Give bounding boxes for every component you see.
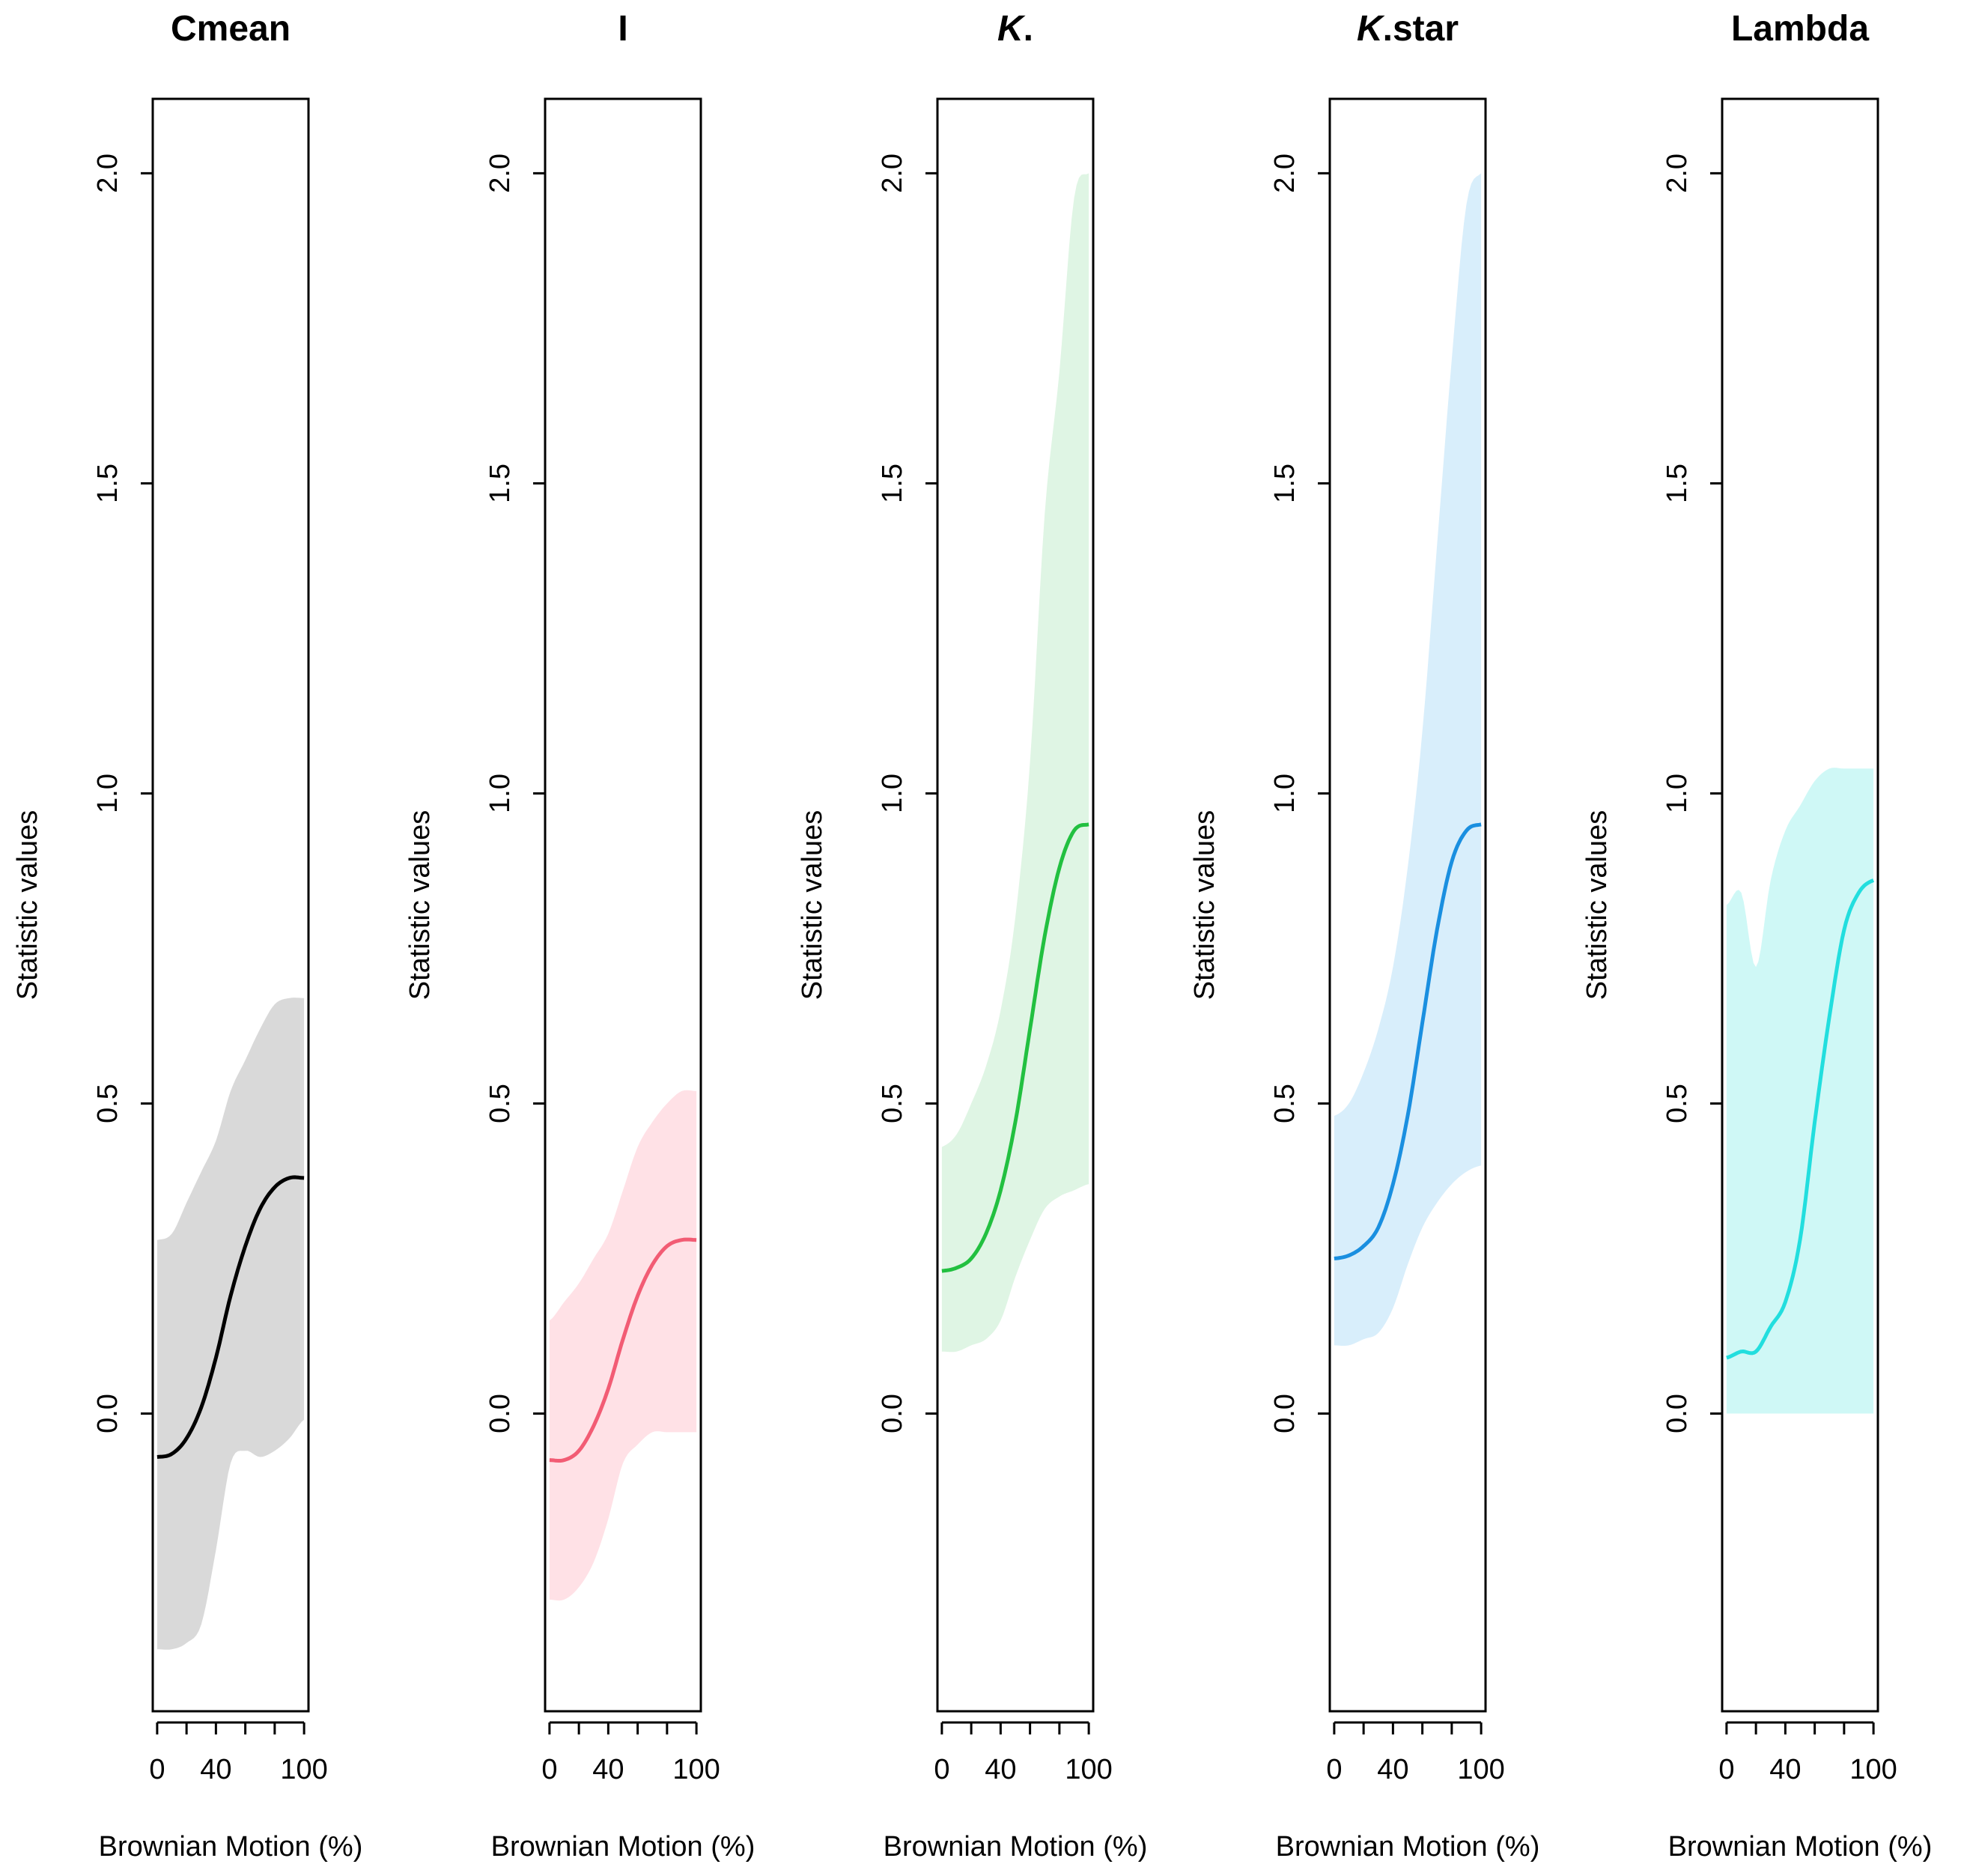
chart-panel-4: K.star 0.0 0.5 1.0 1.5 2.0 0 40 100 Brownian Moti…	[1189, 9, 1539, 1863]
x-tick-label: 0	[1718, 1754, 1734, 1785]
x-tick-label: 0	[1326, 1754, 1342, 1785]
mean-line	[1726, 878, 1875, 1360]
x-axis-label: Brownian Motion (%)	[491, 1831, 755, 1863]
plot-frame	[151, 97, 310, 1713]
x-tick-label: 0	[149, 1754, 165, 1785]
y-tick-label: 0.5	[92, 1084, 124, 1123]
x-tick-label: 100	[672, 1754, 720, 1785]
y-tick-label: 2.0	[484, 154, 516, 193]
y-tick-label: 1.0	[92, 774, 124, 813]
confidence-band	[1726, 768, 1874, 1414]
y-tick-label: 0.0	[1661, 1394, 1693, 1433]
mean-line	[941, 822, 1089, 1273]
y-axis-label: Statistic values	[404, 810, 436, 1000]
mean-line	[1334, 822, 1482, 1260]
x-axis-label: Brownian Motion (%)	[99, 1831, 363, 1863]
plot-frame	[1721, 97, 1879, 1713]
y-tick-label: 1.0	[484, 774, 516, 813]
mean-line	[156, 1175, 305, 1459]
x-tick-label: 100	[1849, 1754, 1897, 1785]
y-axis-label: Statistic values	[1581, 810, 1613, 1000]
y-tick-label: 0.5	[877, 1084, 908, 1123]
chart-panel-5: Lambda 0.0 0.5 1.0 1.5 2.0 0 40 100 Brownian Moti…	[1581, 9, 1932, 1863]
y-tick-label: 1.5	[1269, 464, 1301, 503]
plot-frame	[544, 97, 702, 1713]
x-tick-label: 40	[1769, 1754, 1801, 1785]
panel-title-text: .star	[1383, 9, 1459, 49]
panel-title: Lambda	[1731, 9, 1869, 49]
panel-title: I	[618, 9, 627, 49]
panel-title-text: Cmean	[171, 9, 291, 49]
plot-frame	[936, 97, 1095, 1713]
x-tick-label: 40	[1377, 1754, 1408, 1785]
y-axis-label: Statistic values	[797, 810, 828, 1000]
x-axis-label: Brownian Motion (%)	[1276, 1831, 1540, 1863]
x-tick-label: 100	[1065, 1754, 1112, 1785]
confidence-band	[941, 173, 1089, 1353]
confidence-band	[1334, 173, 1482, 1346]
y-axis-label: Statistic values	[1189, 810, 1220, 1000]
chart-panel-2: I 0.0 0.5 1.0 1.5 2.0 0 40 100 Brownian Motion (%…	[404, 9, 755, 1863]
chart-panel-3: K. 0.0 0.5 1.0 1.5 2.0 0 40 100 Brownian Motion (…	[797, 9, 1147, 1863]
y-tick-label: 1.5	[1661, 464, 1693, 503]
y-tick-label: 2.0	[1661, 154, 1693, 193]
panel-title: Cmean	[171, 9, 291, 49]
y-tick-label: 1.0	[877, 774, 908, 813]
y-tick-label: 2.0	[1269, 154, 1301, 193]
x-tick-label: 40	[985, 1754, 1016, 1785]
x-tick-label: 100	[280, 1754, 327, 1785]
y-tick-label: 1.5	[484, 464, 516, 503]
y-tick-label: 0.5	[484, 1084, 516, 1123]
x-tick-label: 0	[934, 1754, 949, 1785]
y-tick-label: 0.0	[1269, 1394, 1301, 1433]
y-tick-label: 0.0	[484, 1394, 516, 1433]
panel-title-text: I	[618, 9, 627, 49]
panel-title-text: .	[1024, 9, 1033, 49]
y-tick-label: 0.0	[92, 1394, 124, 1433]
mean-line	[549, 1237, 697, 1463]
y-tick-label: 1.5	[92, 464, 124, 503]
panel-title-italic: K	[997, 9, 1026, 49]
y-tick-label: 1.0	[1269, 774, 1301, 813]
x-axis-label: Brownian Motion (%)	[884, 1831, 1148, 1863]
y-tick-label: 2.0	[92, 154, 124, 193]
y-tick-label: 1.0	[1661, 774, 1693, 813]
plot-frame	[1328, 97, 1487, 1713]
panel-title: K.	[997, 9, 1033, 49]
x-tick-label: 40	[200, 1754, 231, 1785]
y-axis-label: Statistic values	[12, 810, 43, 1000]
panel-title-italic: K	[1357, 9, 1385, 49]
x-tick-label: 40	[592, 1754, 624, 1785]
chart-panel-1: Cmean 0.0 0.5 1.0 1.5 2.0 0 40 100 Brownian Motio…	[12, 9, 362, 1863]
confidence-band	[156, 998, 305, 1650]
y-tick-label: 0.0	[877, 1394, 908, 1433]
x-tick-label: 100	[1457, 1754, 1504, 1785]
y-tick-label: 0.5	[1269, 1084, 1301, 1123]
panel-title-text: Lambda	[1731, 9, 1869, 49]
panel-title: K.star	[1357, 9, 1459, 49]
x-tick-label: 0	[541, 1754, 557, 1785]
y-tick-label: 0.5	[1661, 1084, 1693, 1123]
y-tick-label: 2.0	[877, 154, 908, 193]
y-tick-label: 1.5	[877, 464, 908, 503]
x-axis-label: Brownian Motion (%)	[1668, 1831, 1933, 1863]
